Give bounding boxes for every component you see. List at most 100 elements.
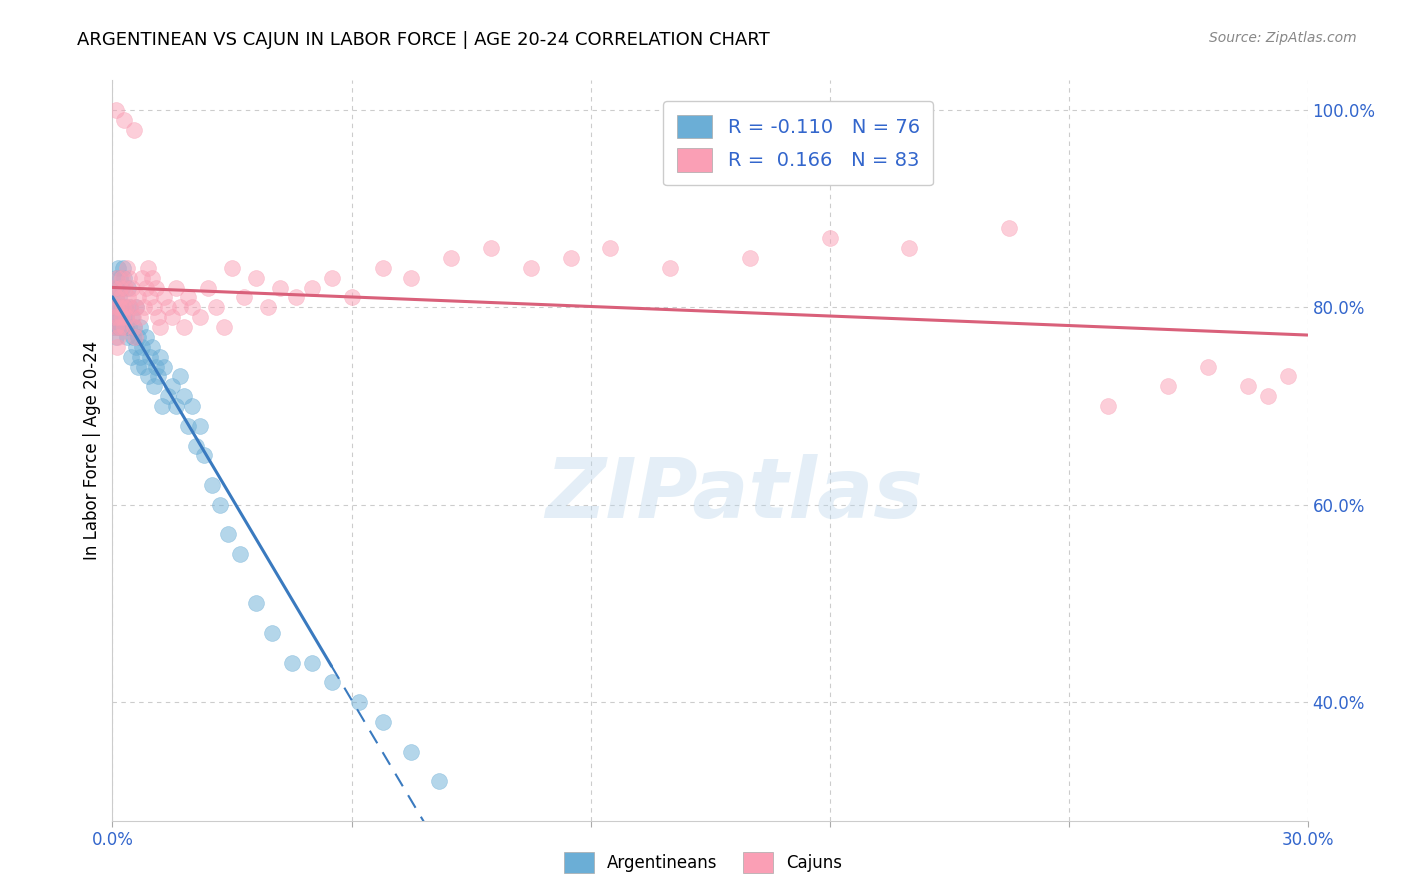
Point xyxy=(186,438,208,452)
Point xyxy=(122,330,145,344)
Point xyxy=(169,369,191,384)
Point xyxy=(127,290,149,304)
Point xyxy=(131,340,153,354)
Point xyxy=(560,251,582,265)
Point xyxy=(107,301,129,315)
Point xyxy=(107,260,129,275)
Point xyxy=(145,359,167,374)
Point xyxy=(114,270,135,285)
Point xyxy=(188,418,211,433)
Point xyxy=(197,280,219,294)
Point xyxy=(257,301,280,315)
Point xyxy=(165,280,187,294)
Point xyxy=(1157,379,1180,393)
Point xyxy=(105,301,128,315)
Point xyxy=(177,290,200,304)
Point xyxy=(301,280,323,294)
Point xyxy=(114,112,135,127)
Point xyxy=(1197,359,1219,374)
Point xyxy=(124,330,146,344)
Point xyxy=(129,310,152,325)
Point xyxy=(150,399,173,413)
Point xyxy=(105,290,128,304)
Point xyxy=(121,280,143,294)
Point xyxy=(107,310,129,325)
Point xyxy=(165,399,187,413)
Point xyxy=(1097,399,1119,413)
Text: ARGENTINEAN VS CAJUN IN LABOR FORCE | AGE 20-24 CORRELATION CHART: ARGENTINEAN VS CAJUN IN LABOR FORCE | AG… xyxy=(77,31,770,49)
Point xyxy=(157,389,180,403)
Point xyxy=(120,350,142,364)
Point xyxy=(148,310,170,325)
Point xyxy=(221,260,243,275)
Point xyxy=(114,320,136,334)
Point xyxy=(440,251,463,265)
Point xyxy=(201,478,224,492)
Point xyxy=(120,301,142,315)
Point xyxy=(115,330,138,344)
Point xyxy=(209,498,232,512)
Point xyxy=(212,320,235,334)
Point xyxy=(321,675,343,690)
Point xyxy=(115,310,138,325)
Point xyxy=(145,280,167,294)
Point xyxy=(139,350,162,364)
Point xyxy=(229,547,252,561)
Point xyxy=(281,656,304,670)
Point xyxy=(105,301,128,315)
Point xyxy=(110,320,132,334)
Point xyxy=(181,399,204,413)
Point xyxy=(143,301,166,315)
Point xyxy=(108,280,131,294)
Point xyxy=(138,369,160,384)
Point xyxy=(143,379,166,393)
Point xyxy=(105,340,128,354)
Point xyxy=(301,656,323,670)
Point xyxy=(141,340,163,354)
Point xyxy=(245,270,267,285)
Point xyxy=(233,290,256,304)
Point xyxy=(138,260,160,275)
Point xyxy=(173,389,195,403)
Point xyxy=(107,330,129,344)
Point xyxy=(110,290,132,304)
Point xyxy=(114,301,136,315)
Point xyxy=(260,626,283,640)
Point xyxy=(1277,369,1299,384)
Point xyxy=(125,301,148,315)
Point xyxy=(104,103,127,117)
Point xyxy=(120,301,142,315)
Point xyxy=(520,260,543,275)
Point xyxy=(104,330,127,344)
Point xyxy=(111,301,134,315)
Point xyxy=(118,320,141,334)
Point xyxy=(131,270,153,285)
Point xyxy=(112,260,135,275)
Point xyxy=(129,320,152,334)
Point xyxy=(111,310,134,325)
Point xyxy=(122,320,145,334)
Point xyxy=(103,280,125,294)
Point xyxy=(103,320,125,334)
Point xyxy=(1257,389,1279,403)
Point xyxy=(112,310,135,325)
Point xyxy=(108,301,131,315)
Point xyxy=(125,301,148,315)
Point xyxy=(124,340,146,354)
Point xyxy=(134,301,156,315)
Point xyxy=(105,270,128,285)
Text: ZIPatlas: ZIPatlas xyxy=(546,454,922,535)
Point xyxy=(108,290,131,304)
Point xyxy=(1237,379,1260,393)
Point xyxy=(427,774,450,789)
Point xyxy=(169,301,191,315)
Point xyxy=(401,745,423,759)
Point xyxy=(153,359,176,374)
Point xyxy=(998,221,1021,235)
Point xyxy=(104,280,127,294)
Point xyxy=(193,449,215,463)
Point xyxy=(599,241,621,255)
Point xyxy=(110,320,132,334)
Point xyxy=(157,301,180,315)
Point xyxy=(105,320,128,334)
